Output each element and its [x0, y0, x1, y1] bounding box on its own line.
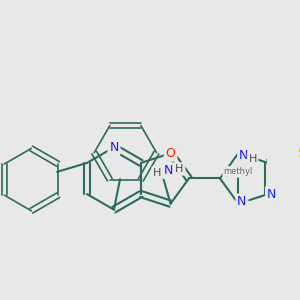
- Text: S: S: [297, 148, 300, 160]
- Text: N: N: [267, 188, 276, 201]
- Text: H: H: [175, 164, 184, 174]
- Text: methyl: methyl: [224, 167, 253, 176]
- Text: O: O: [166, 147, 176, 160]
- Text: H: H: [248, 154, 257, 164]
- Text: N: N: [164, 164, 173, 177]
- Text: N: N: [237, 195, 247, 208]
- Text: N: N: [109, 141, 119, 154]
- Text: N: N: [239, 148, 248, 162]
- Text: H: H: [153, 167, 161, 178]
